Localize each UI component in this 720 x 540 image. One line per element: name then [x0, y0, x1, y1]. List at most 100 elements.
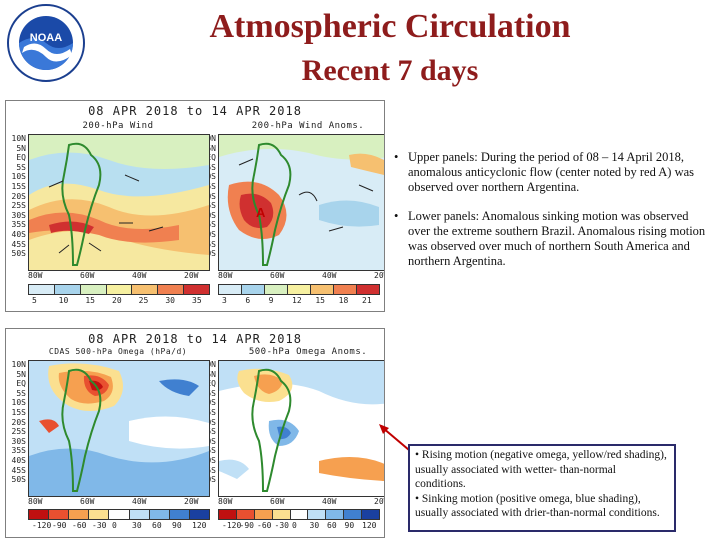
colorbar-tick: 12: [292, 296, 302, 305]
colorbar-swatch: [54, 285, 81, 294]
lat-label: EQ: [206, 379, 216, 389]
colorbar-swatch: [344, 510, 363, 519]
upper-right-map-title: 200-hPa Wind Anoms.: [251, 121, 365, 131]
colorbar-swatch: [184, 285, 210, 294]
lower-date-range: 08 APR 2018 to 14 APR 2018: [88, 332, 302, 346]
upper-left-lat-labels: 10N 5N EQ 5S 10S 15S 20S 25S 30S 35S 40S 45S 50S: [6, 134, 26, 259]
lon-label: 60W: [80, 271, 95, 280]
colorbar-tick: 9: [268, 296, 274, 305]
lat-label: 5S: [206, 162, 216, 172]
lower-right-lon-labels: 80W 60W 40W 20W: [218, 497, 384, 507]
colorbar-tick: 30: [309, 521, 320, 530]
lower-right-colorbar-ticks: -120 -90 -60 -30 0 30 60 90 120: [218, 521, 378, 531]
lon-label: 40W: [132, 497, 147, 506]
colorbar-tick: 15: [315, 296, 325, 305]
colorbar-tick: 60: [152, 521, 162, 530]
lower-right-omega-anomaly-map: [218, 360, 384, 497]
colorbar-swatch: [80, 285, 107, 294]
colorbar-tick: -30: [274, 521, 289, 530]
colorbar-swatch: [109, 510, 130, 519]
colorbar-swatch: [308, 510, 327, 519]
lower-right-map-title: 500-hPa Omega Anoms.: [248, 347, 368, 357]
lat-label: 30S: [11, 210, 26, 220]
lon-label: 20W: [184, 497, 199, 506]
colorbar-tick: 21: [362, 296, 372, 305]
colorbar-tick: 5: [32, 296, 37, 305]
lat-label: 35S: [11, 220, 26, 230]
colorbar-tick: -120: [32, 521, 52, 530]
colorbar-swatch: [326, 510, 345, 519]
colorbar-swatch: [242, 285, 265, 294]
lat-label: 10S: [11, 398, 26, 408]
lon-label: 40W: [132, 271, 147, 280]
lat-label: EQ: [16, 379, 26, 389]
colorbar-tick: 35: [192, 296, 202, 305]
note-sinking-motion: • Sinking motion (positive omega, blue s…: [415, 492, 660, 520]
bullet-lower-panels: Lower panels: Anomalous sinking motion w…: [392, 209, 712, 269]
lat-label: 20S: [11, 417, 26, 427]
lat-label: 45S: [11, 465, 26, 475]
lat-label: 40S: [11, 229, 26, 239]
lat-label: 5N: [206, 369, 216, 379]
colorbar-tick: -90: [239, 521, 254, 530]
lon-label: 40W: [322, 271, 337, 280]
colorbar-swatch: [265, 285, 288, 294]
note-rising-motion: • Rising motion (negative omega, yellow/…: [415, 449, 667, 490]
upper-date-range: 08 APR 2018 to 14 APR 2018: [88, 104, 302, 118]
colorbar-swatch: [219, 510, 237, 519]
analysis-bullets: Upper panels: During the period of 08 – …: [392, 150, 712, 283]
lon-label: 80W: [28, 271, 43, 280]
colorbar-swatch: [169, 510, 190, 519]
colorbar-swatch: [254, 510, 273, 519]
lat-label: 35S: [11, 446, 26, 456]
lon-label: 20W: [184, 271, 199, 280]
colorbar-swatch: [149, 510, 170, 519]
lat-label: 10N: [11, 134, 26, 143]
colorbar-swatch: [29, 510, 50, 519]
lat-label: 50S: [11, 249, 26, 259]
lat-label: 5S: [206, 388, 216, 398]
colorbar-tick: -60: [72, 521, 87, 530]
lower-left-lon-labels: 80W 60W 40W 20W: [28, 497, 208, 507]
bullet-upper-panels: Upper panels: During the period of 08 – …: [392, 150, 712, 195]
upper-left-lon-labels: 80W 60W 40W 20W: [28, 271, 208, 281]
lat-label: 15S: [11, 181, 26, 191]
lat-label: 45S: [11, 239, 26, 249]
colorbar-swatch: [189, 510, 209, 519]
upper-left-colorbar: [28, 284, 210, 295]
upper-right-colorbar: [218, 284, 380, 295]
colorbar-tick: 6: [245, 296, 251, 305]
colorbar-tick: 30: [165, 296, 175, 305]
colorbar-swatch: [272, 510, 291, 519]
upper-left-colorbar-ticks: 5 10 15 20 25 30 35: [28, 296, 208, 306]
lon-label: 60W: [80, 497, 95, 506]
lat-label: 20S: [11, 191, 26, 201]
colorbar-tick: 10: [58, 296, 69, 305]
lower-omega-panel: 08 APR 2018 to 14 APR 2018 CDAS 500-hPa …: [5, 328, 385, 538]
svg-text:NOAA: NOAA: [30, 32, 62, 44]
lon-label: 80W: [28, 497, 43, 506]
anticyclone-marker: A: [256, 205, 266, 220]
colorbar-tick: 20: [112, 296, 122, 305]
colorbar-tick: -120: [222, 521, 242, 530]
colorbar-tick: 90: [344, 521, 355, 530]
page-subtitle: Recent 7 days: [301, 54, 479, 87]
colorbar-tick: 30: [132, 521, 142, 530]
colorbar-tick: 3: [222, 296, 227, 305]
lower-left-colorbar: [28, 509, 210, 520]
colorbar-tick: 60: [327, 521, 337, 530]
colorbar-swatch: [89, 510, 110, 519]
page-title: Atmospheric Circulation: [209, 8, 571, 45]
colorbar-swatch: [288, 285, 311, 294]
colorbar-tick: 25: [138, 296, 149, 305]
colorbar-tick: 15: [85, 296, 95, 305]
upper-right-colorbar-ticks: 3 6 9 12 15 18 21: [218, 296, 378, 306]
lower-left-colorbar-ticks: -120 -90 -60 -30 0 30 60 90 120: [28, 521, 208, 531]
lat-label: 30S: [11, 436, 26, 446]
lat-label: 25S: [11, 427, 26, 437]
colorbar-swatch: [357, 285, 379, 294]
lower-left-omega-map: [28, 360, 210, 497]
omega-legend-note: • Rising motion (negative omega, yellow/…: [408, 444, 676, 532]
colorbar-tick: -60: [257, 521, 272, 530]
lon-label: 80W: [218, 497, 233, 506]
